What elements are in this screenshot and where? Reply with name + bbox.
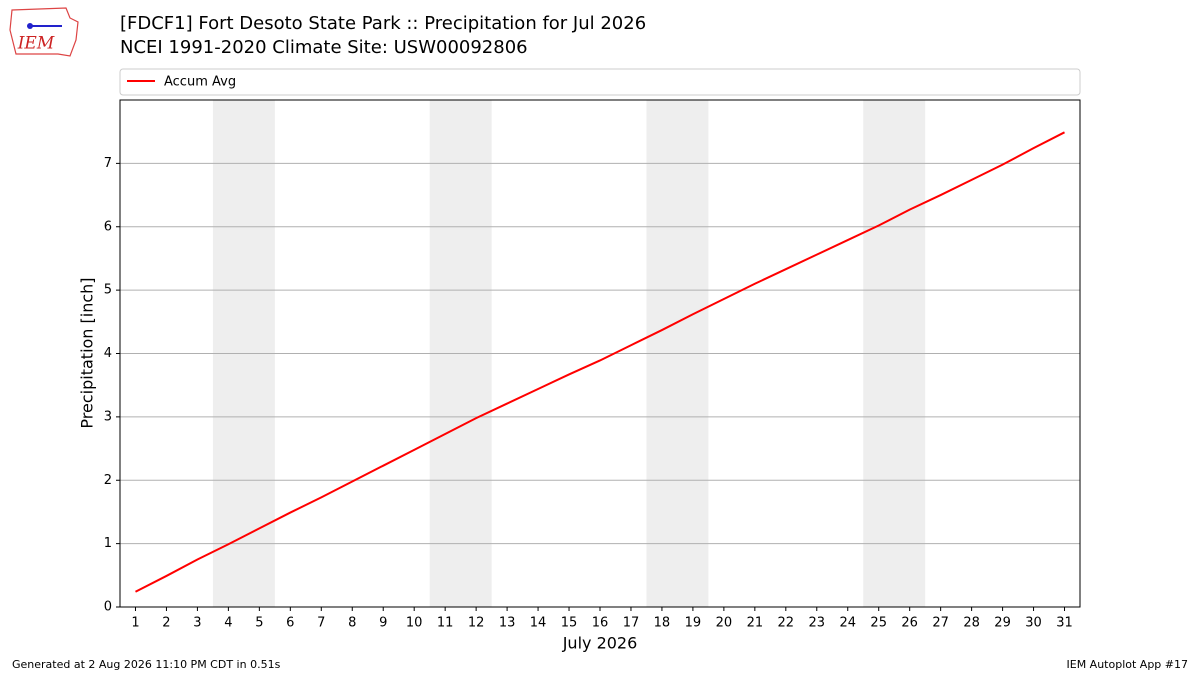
x-tick-label: 21	[747, 616, 764, 631]
y-tick-label: 4	[104, 346, 112, 361]
y-tick-label: 2	[104, 473, 112, 488]
chart-title: [FDCF1] Fort Desoto State Park :: Precip…	[120, 13, 646, 34]
x-tick-label: 2	[162, 616, 170, 631]
x-tick-label: 1	[131, 616, 139, 631]
x-tick-label: 12	[468, 616, 485, 631]
logo-outline	[9, 7, 79, 57]
x-tick-label: 16	[592, 616, 609, 631]
x-tick-label: 17	[623, 616, 640, 631]
x-tick-label: 29	[994, 616, 1011, 631]
x-tick-label: 28	[963, 616, 980, 631]
x-tick-label: 7	[317, 616, 325, 631]
x-tick-label: 18	[654, 616, 671, 631]
y-tick-label: 6	[104, 219, 112, 234]
x-tick-label: 13	[499, 616, 516, 631]
x-tick-label: 31	[1056, 616, 1073, 631]
x-tick-label: 9	[379, 616, 387, 631]
x-tick-label: 5	[255, 616, 263, 631]
footer-right: IEM Autoplot App #17	[1067, 658, 1189, 671]
logo-dot	[27, 23, 33, 29]
x-tick-label: 6	[286, 616, 294, 631]
y-tick-label: 7	[104, 156, 112, 171]
x-tick-label: 15	[561, 616, 578, 631]
x-tick-label: 25	[870, 616, 887, 631]
x-tick-label: 3	[193, 616, 201, 631]
x-tick-label: 26	[901, 616, 918, 631]
plot-frame	[119, 99, 1081, 608]
x-tick-label: 22	[778, 616, 795, 631]
x-tick-label: 27	[932, 616, 949, 631]
x-tick-label: 10	[406, 616, 423, 631]
y-tick-label: 0	[104, 600, 112, 615]
footer-left: Generated at 2 Aug 2026 11:10 PM CDT in …	[12, 658, 281, 671]
x-tick-label: 8	[348, 616, 356, 631]
x-tick-label: 23	[809, 616, 826, 631]
x-axis-label: July 2026	[562, 634, 638, 653]
legend-box	[119, 68, 1081, 96]
logo-text: IEM	[17, 34, 55, 54]
x-tick-label: 4	[224, 616, 232, 631]
legend-label: Accum Avg	[164, 75, 236, 90]
y-axis-label: Precipitation [inch]	[78, 277, 97, 428]
logo: IEM	[9, 7, 79, 57]
x-tick-label: 11	[437, 616, 454, 631]
x-tick-label: 14	[530, 616, 547, 631]
x-tick-label: 30	[1025, 616, 1042, 631]
series-line	[135, 131, 1065, 593]
y-tick-label: 5	[104, 283, 112, 298]
y-tick-label: 3	[104, 409, 112, 424]
y-tick-label: 1	[104, 536, 112, 551]
x-tick-label: 20	[716, 616, 733, 631]
x-tick-label: 19	[685, 616, 702, 631]
chart-subtitle: NCEI 1991-2020 Climate Site: USW00092806	[120, 37, 528, 58]
x-tick-label: 24	[839, 616, 856, 631]
